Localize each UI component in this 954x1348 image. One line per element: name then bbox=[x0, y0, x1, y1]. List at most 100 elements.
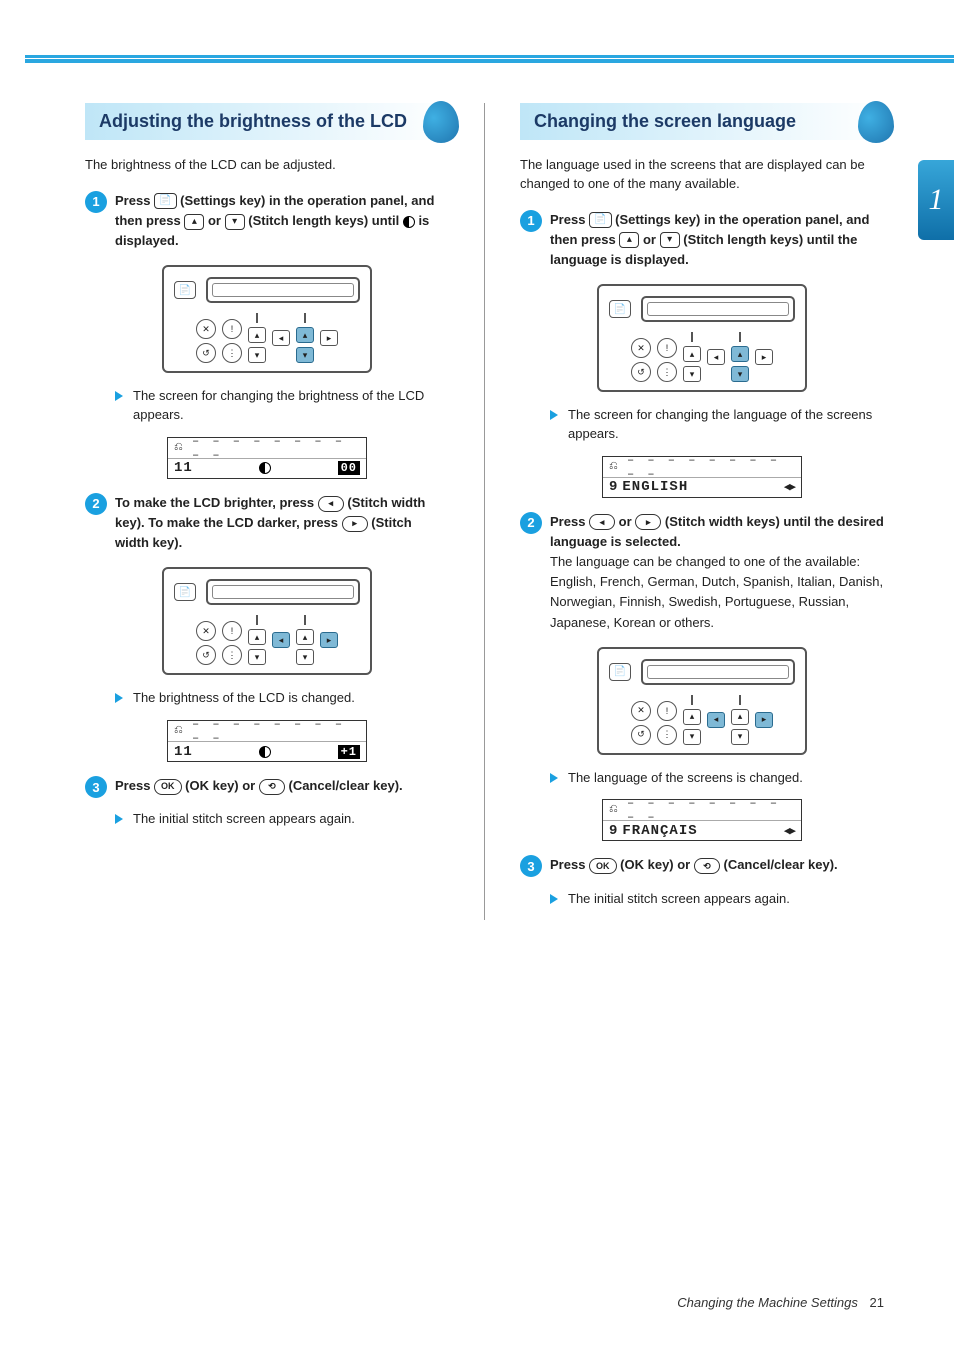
step-num-1: 1 bbox=[85, 191, 107, 213]
chapter-tab: 1 bbox=[918, 160, 954, 240]
ico: ⎌ bbox=[174, 442, 192, 454]
left-width-key-icon: ◂ bbox=[589, 514, 615, 530]
settings-btn: 📄 bbox=[174, 583, 196, 601]
right-step-3: 3 Press OK (OK key) or ⟲ (Cancel/clear k… bbox=[520, 855, 884, 875]
footer-page: 21 bbox=[870, 1295, 884, 1310]
rbtn: ! bbox=[657, 701, 677, 721]
right-key: ▸ bbox=[320, 330, 338, 346]
rbtn: ↺ bbox=[631, 725, 651, 745]
left-key-hl: ◂ bbox=[707, 712, 725, 728]
rbtn: ⋮ bbox=[222, 343, 242, 363]
lcd-num: 11 bbox=[174, 460, 193, 476]
mark bbox=[304, 313, 306, 323]
arrows-icon: ◀▶ bbox=[784, 480, 795, 494]
arrows-icon: ◀▶ bbox=[784, 824, 795, 838]
settings-key-icon: 📄 bbox=[589, 212, 611, 228]
right-step2-body: Press ◂ or ▸ (Stitch width keys) until t… bbox=[550, 512, 884, 633]
ico: ⎌ bbox=[609, 461, 627, 473]
rbtn: ! bbox=[657, 338, 677, 358]
down-key-icon: ▾ bbox=[660, 232, 680, 248]
mark bbox=[304, 615, 306, 625]
right-width-key-icon: ▸ bbox=[342, 516, 368, 532]
contrast-icon bbox=[259, 462, 271, 474]
contrast-icon bbox=[259, 746, 271, 758]
right-intro: The language used in the screens that ar… bbox=[520, 156, 884, 194]
panel-illus-left-1: 📄 ✕↺ !⋮ ▴▾ ◂ ▴▾ ▸ bbox=[162, 265, 372, 373]
right-step3-body: Press OK (OK key) or ⟲ (Cancel/clear key… bbox=[550, 855, 884, 875]
lcd bbox=[206, 579, 360, 605]
rbtn: ✕ bbox=[196, 319, 216, 339]
top-rule bbox=[25, 55, 954, 65]
t: (OK key) or bbox=[185, 778, 259, 793]
lcd-display-right-b: ⎌– – – – – – – – – – 9 FRANÇAIS ◀▶ bbox=[602, 799, 802, 841]
rbtn: ⋮ bbox=[657, 725, 677, 745]
left-width-key-icon: ◂ bbox=[318, 496, 344, 512]
section-title-left: Adjusting the brightness of the LCD bbox=[85, 103, 449, 140]
right-key-hl: ▸ bbox=[320, 632, 338, 648]
panel-illus-right-1: 📄 ✕↺ !⋮ ▴▾ ◂ ▴▾ ▸ bbox=[597, 284, 807, 392]
rbtn: ↺ bbox=[196, 343, 216, 363]
step-num-2: 2 bbox=[85, 493, 107, 515]
t: To make the LCD brighter, press bbox=[115, 495, 318, 510]
rbtn: ✕ bbox=[631, 338, 651, 358]
rbtn: ⋮ bbox=[657, 362, 677, 382]
ico: ⎌ bbox=[609, 804, 627, 816]
lcd-num: 9 bbox=[609, 823, 618, 839]
length-down: ▾ bbox=[731, 729, 749, 745]
settings-btn: 📄 bbox=[609, 300, 631, 318]
left-step-1: 1 Press 📄 (Settings key) in the operatio… bbox=[85, 191, 449, 251]
t: Press bbox=[550, 857, 589, 872]
section-title-right: Changing the screen language bbox=[520, 103, 884, 140]
left-step3-body: Press OK (OK key) or ⟲ (Cancel/clear key… bbox=[115, 776, 449, 796]
width-down: ▾ bbox=[683, 729, 701, 745]
left-result-3: The initial stitch screen appears again. bbox=[115, 810, 449, 829]
width-up: ▴ bbox=[683, 346, 701, 362]
t: Press bbox=[550, 514, 589, 529]
right-width-key-icon: ▸ bbox=[635, 514, 661, 530]
rbtn: ✕ bbox=[631, 701, 651, 721]
lcd-num: 9 bbox=[609, 479, 618, 495]
settings-key-icon: 📄 bbox=[154, 193, 176, 209]
settings-btn: 📄 bbox=[609, 663, 631, 681]
left-result-1: The screen for changing the brightness o… bbox=[115, 387, 449, 425]
column-divider bbox=[484, 103, 485, 920]
lcd-display-left-b: ⎌– – – – – – – – – – 11 +1 bbox=[167, 720, 367, 762]
cancel-key-icon: ⟲ bbox=[694, 858, 720, 874]
right-result-2: The language of the screens is changed. bbox=[550, 769, 884, 788]
rbtn: ↺ bbox=[631, 362, 651, 382]
title-left-text: Adjusting the brightness of the LCD bbox=[99, 111, 435, 132]
lcd bbox=[206, 277, 360, 303]
width-up: ▴ bbox=[248, 327, 266, 343]
rbtn: ✕ bbox=[196, 621, 216, 641]
up-key-icon: ▴ bbox=[184, 214, 204, 230]
mark bbox=[739, 695, 741, 705]
step-num-3: 3 bbox=[520, 855, 542, 877]
left-key: ◂ bbox=[707, 349, 725, 365]
mark bbox=[256, 615, 258, 625]
title-blob bbox=[423, 101, 459, 143]
length-up-hl: ▴ bbox=[731, 346, 749, 362]
left-column: Adjusting the brightness of the LCD The … bbox=[85, 103, 449, 920]
up-key-icon: ▴ bbox=[619, 232, 639, 248]
step-num-2: 2 bbox=[520, 512, 542, 534]
step-num-1: 1 bbox=[520, 210, 542, 232]
t: or bbox=[643, 232, 660, 247]
right-step-1: 1 Press 📄 (Settings key) in the operatio… bbox=[520, 210, 884, 270]
lcd-right: +1 bbox=[338, 745, 360, 759]
left-step2-body: To make the LCD brighter, press ◂ (Stitc… bbox=[115, 493, 449, 553]
right-key: ▸ bbox=[755, 349, 773, 365]
panel-illus-right-2: 📄 ✕↺ !⋮ ▴▾ ◂ ▴▾ ▸ bbox=[597, 647, 807, 755]
dashes: – – – – – – – – – – bbox=[192, 434, 360, 462]
mark bbox=[739, 332, 741, 342]
t: Press bbox=[115, 778, 154, 793]
left-step-2: 2 To make the LCD brighter, press ◂ (Sti… bbox=[85, 493, 449, 553]
right-key-hl: ▸ bbox=[755, 712, 773, 728]
ico: ⎌ bbox=[174, 725, 192, 737]
length-down: ▾ bbox=[296, 649, 314, 665]
width-up: ▴ bbox=[248, 629, 266, 645]
rbtn: ↺ bbox=[196, 645, 216, 665]
panel-illus-left-2: 📄 ✕↺ !⋮ ▴▾ ◂ ▴▾ ▸ bbox=[162, 567, 372, 675]
mark bbox=[691, 695, 693, 705]
down-key-icon: ▾ bbox=[225, 214, 245, 230]
lcd-text: ENGLISH bbox=[622, 479, 688, 495]
